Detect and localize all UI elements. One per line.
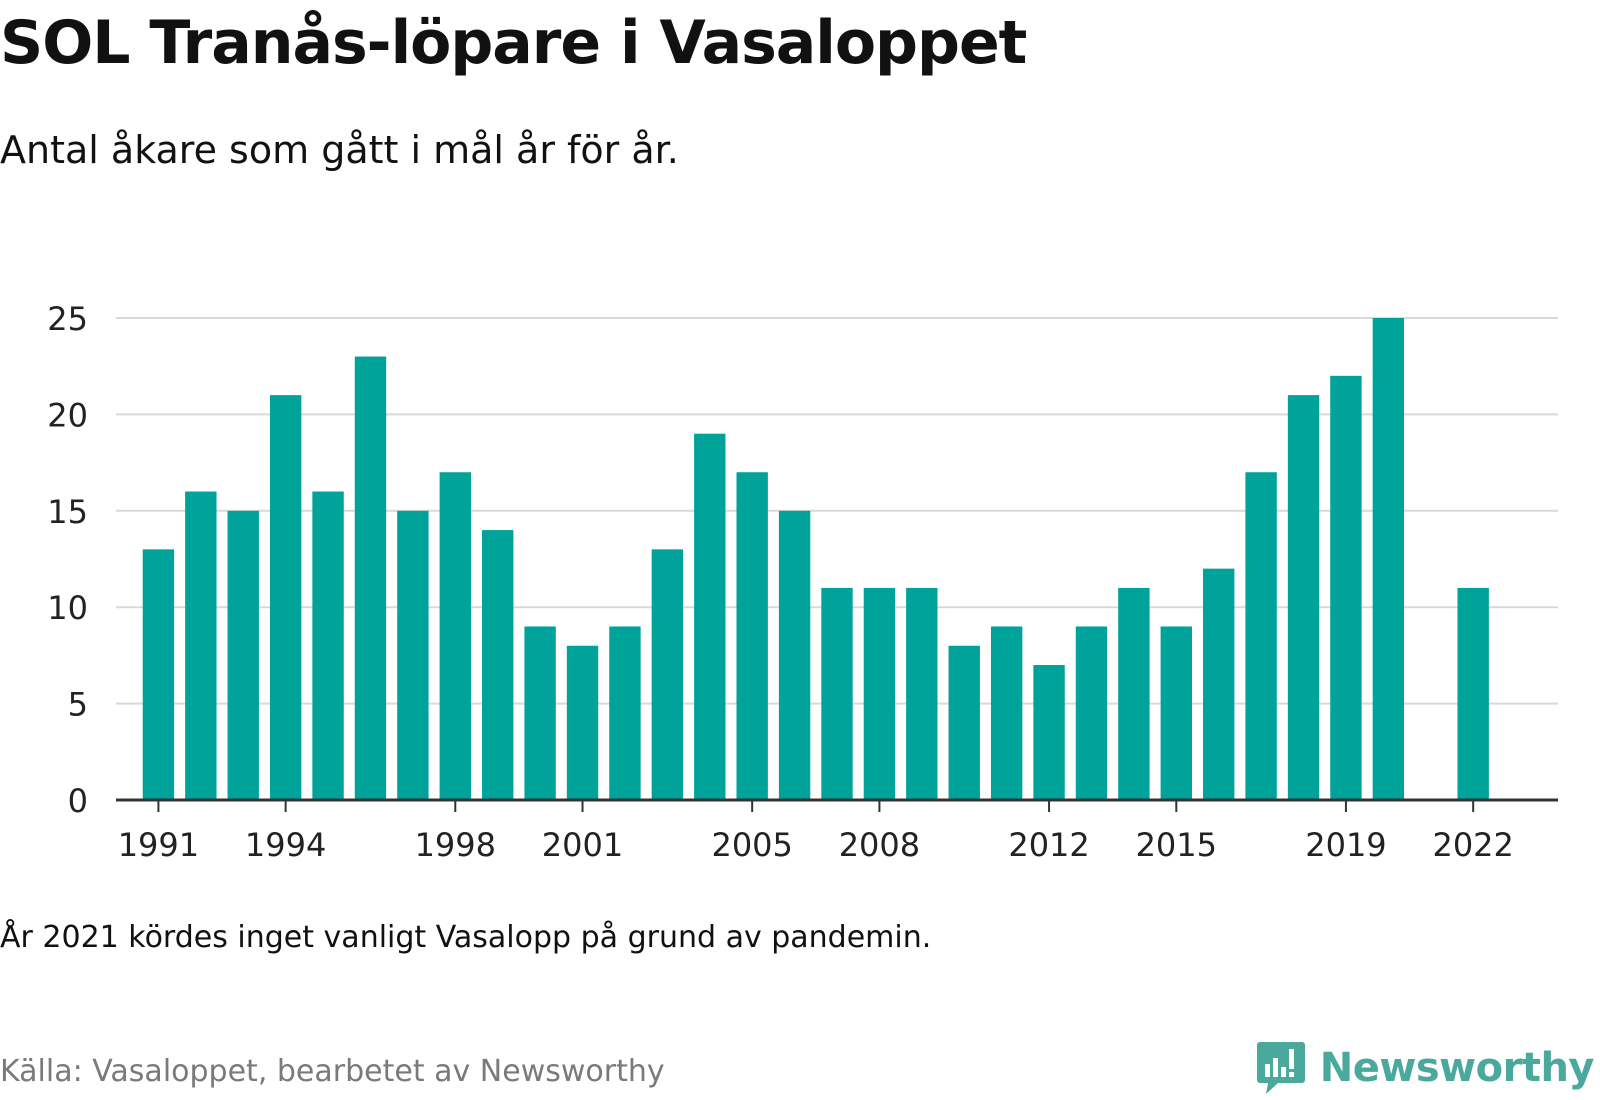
bar-2012	[1033, 665, 1065, 800]
x-tick-label: 1991	[118, 826, 199, 864]
bar-2011	[990, 626, 1023, 800]
x-axis-tick-labels: 1991 1994 1998 2001 2005 2008 2012 2015 2019 2022	[118, 826, 1514, 864]
bar-2009	[906, 587, 938, 800]
newsworthy-logo: Newsworthy	[1256, 1040, 1595, 1096]
y-tick-label: 10	[47, 589, 88, 627]
x-tick-label: 2015	[1136, 826, 1217, 864]
bar-2001	[566, 645, 599, 800]
y-tick-label: 0	[68, 782, 88, 820]
bar-2015	[1160, 626, 1192, 800]
bar-2014	[1118, 587, 1150, 800]
bar-2003	[651, 549, 684, 800]
bar-2005	[736, 472, 768, 800]
x-tick-label: 2001	[542, 826, 623, 864]
bar-2002	[609, 626, 641, 800]
source-credit: Källa: Vasaloppet, bearbetet av Newswort…	[0, 1054, 665, 1089]
bar-2022	[1457, 587, 1489, 800]
x-tick-label: 2012	[1008, 826, 1089, 864]
bar-2020	[1372, 318, 1405, 800]
bar-1995	[312, 491, 344, 800]
x-tick-label: 2022	[1432, 826, 1513, 864]
bar-2000	[524, 626, 556, 800]
y-tick-label: 15	[47, 493, 88, 531]
x-tick-label: 2008	[839, 826, 920, 864]
x-tick-label: 2019	[1305, 826, 1386, 864]
y-tick-label: 25	[47, 300, 88, 338]
y-axis-tick-labels: 0 5 10 15 20 25	[47, 300, 88, 820]
x-axis	[116, 798, 1558, 812]
newsworthy-logo-text: Newsworthy	[1319, 1045, 1595, 1091]
bar-2007	[821, 587, 853, 800]
y-tick-label: 20	[47, 396, 88, 434]
chart-note: År 2021 kördes inget vanligt Vasalopp på…	[0, 920, 932, 955]
chart-title: SOL Tranås-löpare i Vasaloppet	[0, 8, 1027, 78]
x-tick-label: 2005	[711, 826, 792, 864]
bar-1994	[269, 395, 302, 800]
bar-1997	[397, 510, 429, 800]
y-tick-label: 5	[68, 686, 88, 724]
bars	[142, 318, 1489, 800]
bar-2019	[1330, 375, 1362, 800]
bar-2017	[1245, 472, 1277, 800]
newsworthy-logo-icon	[1256, 1042, 1305, 1094]
x-tick-label: 1998	[415, 826, 496, 864]
bar-2013	[1075, 626, 1108, 800]
chart-subtitle: Antal åkare som gått i mål år för år.	[0, 128, 679, 172]
bar-2006	[778, 510, 811, 800]
bar-2016	[1203, 568, 1235, 800]
bar-2004	[694, 433, 726, 800]
bar-1996	[354, 356, 387, 800]
bar-1993	[227, 510, 259, 800]
bar-2018	[1287, 395, 1320, 800]
bar-1998	[439, 472, 471, 800]
bar-1992	[185, 491, 217, 800]
bar-2008	[863, 587, 896, 800]
bar-2010	[948, 645, 980, 800]
x-tick-label: 1994	[245, 826, 326, 864]
bar-1999	[482, 530, 514, 800]
bar-1991	[142, 549, 175, 800]
